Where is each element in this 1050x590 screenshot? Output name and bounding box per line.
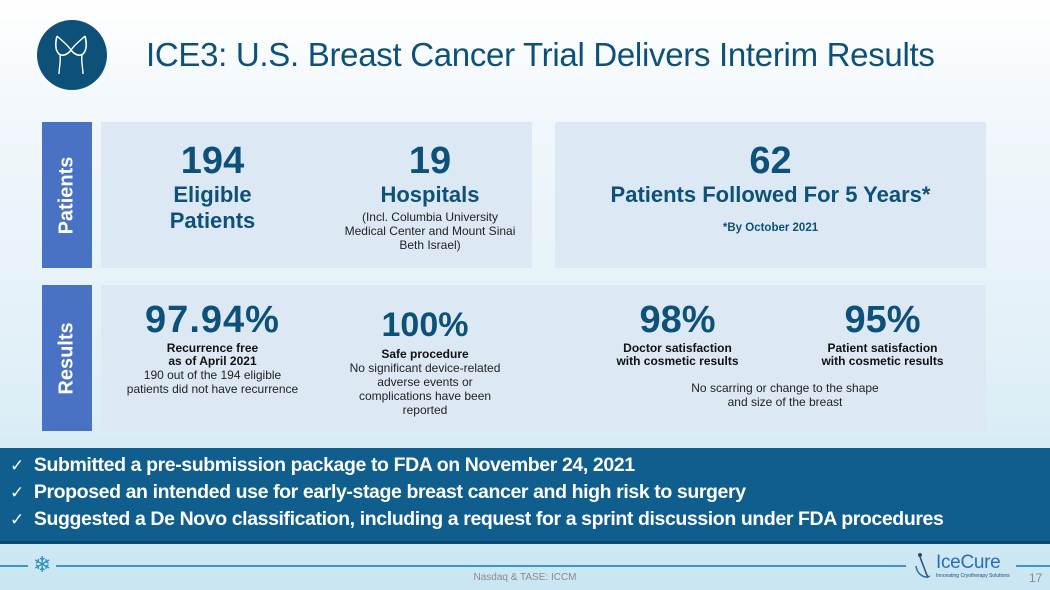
stat-note: adverse events or [377, 375, 473, 389]
stat-value: 97.94% [145, 299, 280, 341]
stat-label: Safe procedure [381, 347, 469, 361]
hospitals-stat: 19 Hospitals (Incl. Columbia University … [330, 140, 530, 252]
stat-note: patients did not have recurrence [126, 382, 299, 396]
banner-item-text: Proposed an intended use for early-stage… [33, 481, 746, 503]
patient-satisfaction-stat: 95% Patient satisfaction with cosmetic r… [800, 298, 965, 368]
check-icon: ✓ [10, 509, 24, 529]
stat-note: 190 out of the 194 eligible [143, 368, 282, 382]
banner-item: ✓ Submitted a pre-submission package to … [10, 454, 635, 477]
brand-tagline: Innovating Cryotherapy Solutions [936, 573, 1010, 579]
banner-item: ✓ Suggested a De Novo classification, in… [10, 508, 944, 531]
snowflake-icon: ❄ [33, 552, 52, 577]
footer-divider [1016, 565, 1050, 567]
section-label: Results [55, 321, 78, 395]
stat-value: 95% [844, 299, 921, 341]
stat-label: Eligible [173, 182, 252, 207]
ticker-text: Nasdaq & TASE: ICCM [473, 572, 577, 583]
banner-item-text: Submitted a pre-submission package to FD… [33, 454, 635, 476]
eligible-patients-stat: 194 Eligible Patients [120, 140, 305, 234]
stat-value: 19 [408, 140, 452, 182]
icecure-logo: IceCure Innovating Cryotherapy Solutions [914, 552, 1010, 580]
followed-stat: 62 Patients Followed For 5 Years* *By Oc… [555, 140, 986, 234]
stat-note: Medical Center and Mount Sinai [344, 224, 516, 238]
stat-label: Patients [169, 208, 256, 233]
safety-stat: 100% Safe procedure No significant devic… [330, 305, 520, 417]
stat-label: Patients Followed For 5 Years* [610, 182, 931, 207]
bra-icon [54, 35, 88, 75]
section-tab-results: Results [42, 285, 92, 431]
stat-note: (Incl. Columbia University [361, 210, 499, 224]
stat-label: Recurrence free [166, 341, 259, 355]
stat-label: as of April 2021 [168, 354, 257, 368]
bra-icon-logo [37, 20, 107, 90]
stat-value: 62 [749, 140, 792, 182]
stat-note: reported [402, 403, 448, 417]
stat-value: 100% [381, 306, 469, 344]
page-title: ICE3: U.S. Breast Cancer Trial Delivers … [146, 36, 935, 73]
stat-note: complications have been [358, 389, 492, 403]
brand-name: IceCure [936, 552, 1001, 573]
check-icon: ✓ [10, 482, 24, 502]
followed-panel [555, 122, 986, 268]
stat-value: 98% [639, 299, 716, 341]
banner-item-text: Suggested a De Novo classification, incl… [33, 508, 944, 530]
fda-banner: ✓ Submitted a pre-submission package to … [0, 448, 1050, 544]
page-number: 17 [1029, 571, 1043, 585]
recurrence-stat: 97.94% Recurrence free as of April 2021 … [110, 298, 315, 396]
footer-divider [56, 565, 906, 567]
check-icon: ✓ [10, 455, 24, 475]
section-label: Patients [55, 156, 78, 234]
cosmetic-note-line: and size of the breast [727, 395, 843, 409]
cosmetic-note: No scarring or change to the shape and s… [640, 381, 930, 409]
section-tab-patients: Patients [42, 122, 92, 268]
stat-value: 194 [180, 140, 245, 182]
probe-icon [915, 553, 931, 579]
stat-note: Beth Israel) [399, 238, 461, 252]
stat-label: with cosmetic results [616, 354, 739, 368]
stat-note: No significant device-related [349, 361, 501, 375]
stat-label: Hospitals [380, 182, 480, 207]
doctor-satisfaction-stat: 98% Doctor satisfaction with cosmetic re… [595, 298, 760, 368]
stat-label: Patient satisfaction [827, 341, 938, 355]
patients-panel [101, 122, 532, 268]
stat-label: with cosmetic results [821, 354, 944, 368]
cosmetic-note-line: No scarring or change to the shape [691, 381, 879, 395]
results-panel [101, 285, 986, 431]
stat-footnote: *By October 2021 [722, 222, 819, 234]
stat-label: Doctor satisfaction [623, 341, 732, 355]
banner-item: ✓ Proposed an intended use for early-sta… [10, 481, 746, 504]
footer-divider [0, 565, 28, 567]
